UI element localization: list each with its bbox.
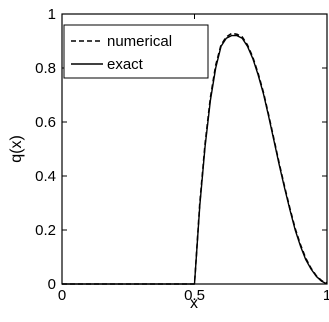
x-tick-label: 0.5 — [184, 287, 205, 304]
legend-label-exact: exact — [107, 56, 144, 73]
y-tick-label: 1 — [48, 6, 56, 23]
series-layer — [62, 32, 328, 285]
x-tick-label: 0 — [58, 287, 66, 304]
legend: numerical exact — [63, 24, 209, 79]
y-tick-label: 0.6 — [35, 114, 56, 131]
y-axis-label: q(x) — [8, 135, 25, 163]
x-tick-label: 1 — [323, 287, 329, 304]
x-axis-label: x — [190, 295, 198, 312]
x-axis-ticks: 0 0.5 1 — [58, 14, 329, 304]
series-line-exact — [62, 34, 328, 285]
y-tick-label: 0.2 — [35, 222, 56, 239]
legend-label-numerical: numerical — [107, 33, 172, 50]
y-tick-label: 0 — [48, 276, 56, 293]
y-tick-label: 0.8 — [35, 60, 56, 77]
legend-box — [63, 24, 209, 79]
y-tick-label: 0.4 — [35, 168, 56, 185]
y-axis-ticks: 0 0.2 0.4 0.6 0.8 1 — [35, 6, 327, 293]
